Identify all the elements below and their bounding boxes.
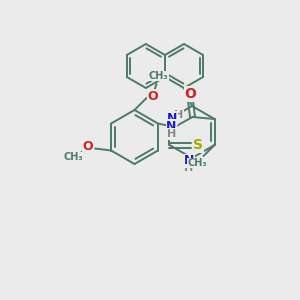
Text: H: H — [184, 163, 194, 173]
Text: CH₃: CH₃ — [188, 158, 207, 168]
Text: S: S — [194, 138, 203, 152]
Text: N: N — [166, 119, 177, 133]
Text: CH₃: CH₃ — [63, 152, 83, 163]
Text: O: O — [184, 87, 196, 101]
Text: N: N — [184, 154, 194, 167]
Text: O: O — [147, 89, 158, 103]
Text: O: O — [83, 140, 93, 153]
Text: H: H — [174, 110, 183, 120]
Text: CH₃: CH₃ — [149, 71, 168, 81]
Text: H: H — [167, 129, 176, 139]
Text: N: N — [167, 112, 178, 124]
